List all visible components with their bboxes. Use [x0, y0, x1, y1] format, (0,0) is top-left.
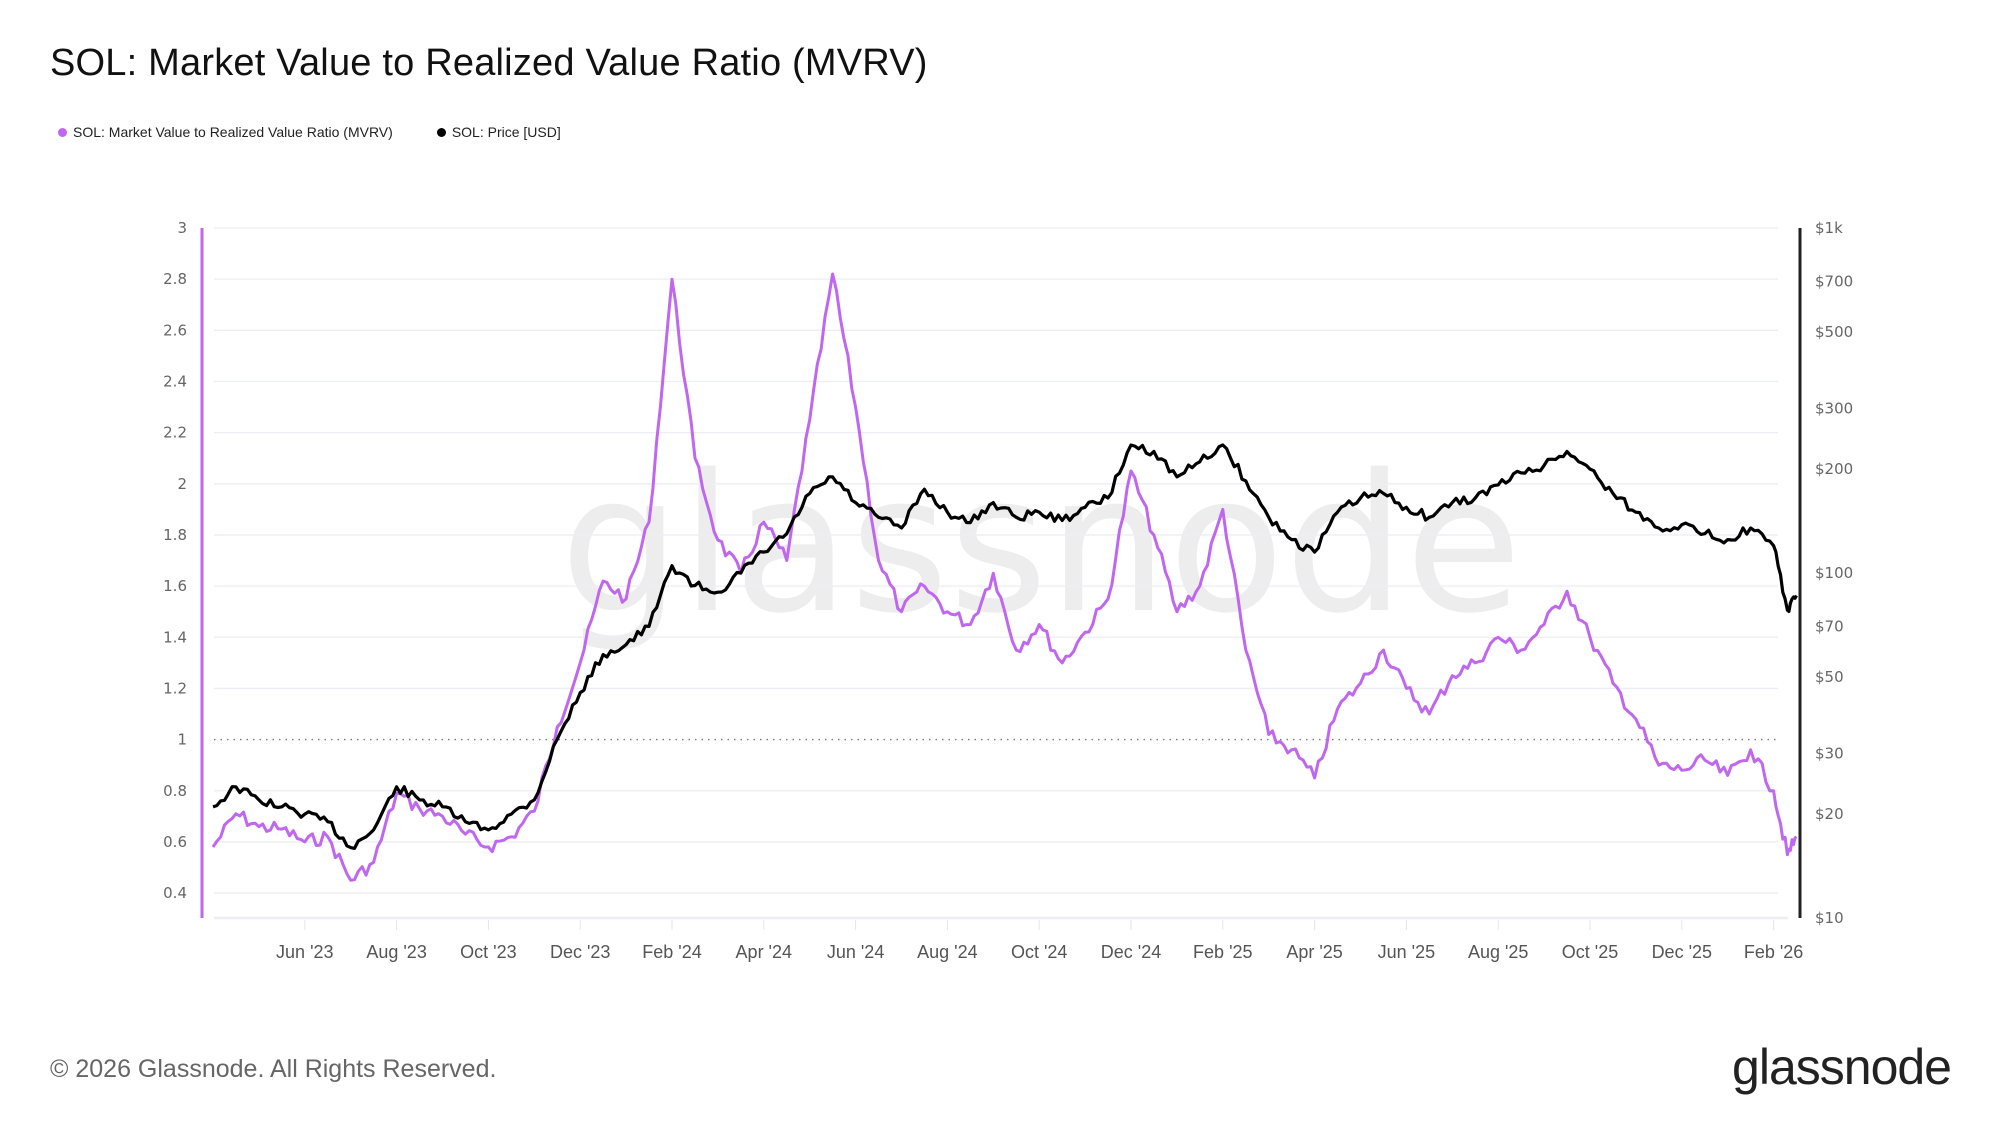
legend-label-price: SOL: Price [USD]	[451, 124, 561, 140]
x-tick-label: Aug '25	[1468, 942, 1529, 962]
left-tick-label: 0.6	[163, 833, 187, 851]
left-tick-label: 0.8	[163, 782, 187, 800]
mvrv-line	[211, 272, 1798, 882]
right-tick-label: $200	[1815, 460, 1853, 478]
left-tick-label: 1.6	[163, 577, 187, 595]
x-tick-label: Aug '24	[917, 942, 978, 962]
copyright-text: © 2026 Glassnode. All Rights Reserved.	[50, 1055, 497, 1083]
x-tick-label: Oct '23	[460, 942, 516, 962]
legend-item-price[interactable]: SOL: Price [USD]	[436, 124, 561, 140]
right-tick-label: $30	[1815, 744, 1844, 762]
x-tick-label: Dec '25	[1652, 942, 1712, 962]
right-tick-label: $70	[1815, 617, 1844, 635]
left-tick-label: 3	[177, 219, 187, 237]
x-tick-label: Aug '23	[366, 942, 427, 962]
left-tick-label: 1.8	[163, 526, 187, 544]
x-tick-label: Oct '24	[1011, 942, 1067, 962]
x-tick-label: Apr '25	[1286, 942, 1342, 962]
left-tick-label: 2.4	[163, 372, 187, 390]
right-tick-label: $300	[1815, 399, 1853, 417]
left-tick-label: 1.4	[163, 628, 187, 646]
x-tick-label: Jun '23	[276, 942, 333, 962]
right-tick-label: $500	[1815, 323, 1853, 341]
right-tick-label: $100	[1815, 564, 1853, 582]
series-group	[211, 272, 1798, 882]
brand-logo: glassnode	[1732, 1039, 1952, 1095]
left-tick-label: 2.8	[163, 270, 187, 288]
x-tick-label: Jun '24	[827, 942, 884, 962]
right-tick-label: $10	[1815, 909, 1844, 927]
right-tick-label: $20	[1815, 805, 1844, 823]
x-tick-label: Dec '24	[1101, 942, 1161, 962]
right-axis: $1k $700 $500 $300 $200 $100 $70 $50 $30 $20 $10	[1798, 219, 1853, 927]
x-tick-label: Feb '26	[1744, 942, 1803, 962]
right-tick-label: $50	[1815, 668, 1844, 686]
legend-label-mvrv: SOL: Market Value to Realized Value Rati…	[73, 124, 393, 140]
chart-title: SOL: Market Value to Realized Value Rati…	[50, 42, 928, 84]
left-tick-label: 2.2	[163, 424, 187, 442]
price-line	[212, 443, 1798, 850]
right-tick-label: $1k	[1815, 219, 1843, 237]
watermark: glassnode	[560, 434, 1522, 655]
legend-marker-price	[436, 127, 446, 137]
left-tick-label: 1	[177, 731, 187, 749]
left-tick-label: 0.4	[163, 884, 187, 902]
legend-marker-mvrv	[58, 127, 67, 137]
x-tick-label: Feb '25	[1193, 942, 1252, 962]
x-tick-label: Dec '23	[550, 942, 610, 962]
grid-lines	[214, 227, 1788, 920]
left-axis: 3 2.8 2.6 2.4 2.2 2 1.8 1.6 1.4 1.2 1 0.8 0.6 0.4	[163, 219, 204, 918]
left-tick-label: 1.2	[163, 679, 187, 697]
left-tick-label: 2.6	[163, 321, 187, 339]
x-tick-label: Jun '25	[1378, 942, 1435, 962]
x-tick-label: Apr '24	[736, 942, 792, 962]
left-tick-label: 2	[177, 475, 187, 493]
legend-item-mvrv[interactable]: SOL: Market Value to Realized Value Rati…	[58, 124, 393, 140]
x-tick-label: Oct '25	[1562, 942, 1618, 962]
chart-legend: SOL: Market Value to Realized Value Rati…	[58, 124, 561, 140]
right-tick-label: $700	[1815, 272, 1853, 290]
x-tick-label: Feb '24	[642, 942, 701, 962]
x-axis: Jun '23 Aug '23 Oct '23 Dec '23 Feb '24 Apr '…	[276, 920, 1803, 962]
